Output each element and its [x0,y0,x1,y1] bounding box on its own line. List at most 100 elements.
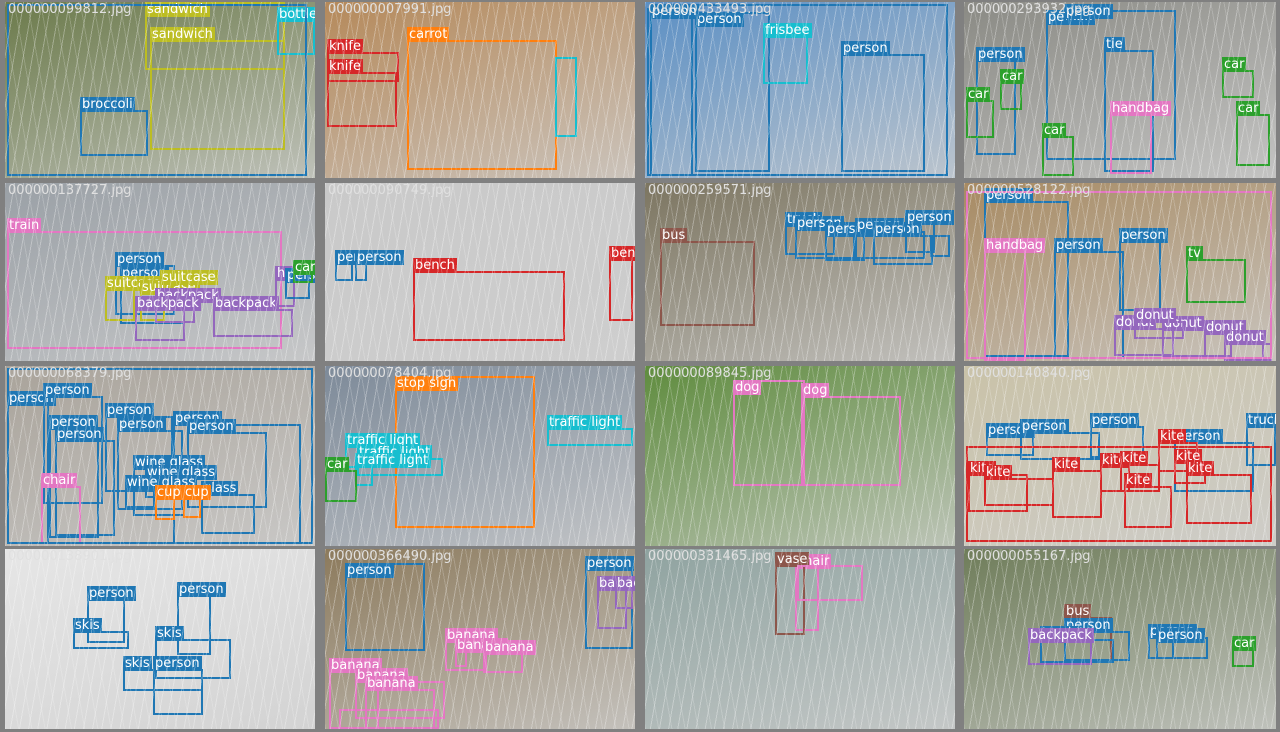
backpack-bounding-box: backpack [213,296,293,337]
detection-label: backpack [213,296,279,311]
detection-label: person [117,417,166,432]
detection-label: person [1054,238,1103,253]
detection-label: person [355,250,404,265]
detection-label: kite [1124,473,1153,488]
detection-label: person [695,12,744,27]
detection-label: cup [155,485,183,500]
dog-bounding-box: dog [733,380,805,486]
image-filename: 000000293932.jpg [967,2,1091,17]
object-bounding-box [339,709,439,729]
image-tile: person handbag person person tv donut donut don… [964,183,1276,361]
person-bounding-box: person [153,656,203,715]
detection-label: broccoli [80,97,135,112]
detection-label: person [1119,228,1168,243]
detection-label: traffic light [547,415,623,430]
detection-label: car [293,260,315,275]
detection-label: bench [413,258,457,273]
handbag-bounding-box: handbag [984,238,1046,361]
image-tile: trainpersonpersonsuitcasesuitcasesuitcas… [5,183,315,361]
person-bounding-box: person [1119,228,1168,311]
kite-bounding-box: kite [1120,451,1160,492]
frisbee-bounding-box: frisbee [763,23,812,84]
donut-bounding-box: donut [1224,330,1272,361]
detection-label: person [873,222,922,237]
detection-label: backpack [1028,628,1094,643]
person-bounding-box: person [976,47,1025,155]
detection-label: kite [1120,451,1149,466]
detection-label: car [325,457,350,472]
image-tile: carrot knife knife 000000007991.jpg [325,2,635,178]
detection-label: car [1222,57,1247,72]
detection-label: person [976,47,1025,62]
bus-bounding-box: bus [660,228,755,326]
photo-background [645,366,955,546]
person-bounding-box: person [117,417,183,510]
photo-background [964,549,1276,729]
person-bounding-box: person [335,250,384,281]
detection-label: person [1064,4,1113,19]
donut-bounding-box: donut [1134,308,1184,339]
kite-bounding-box: kite [1186,461,1252,524]
chair-bounding-box: chair [41,473,81,544]
detection-label: car [1042,123,1067,138]
object-bounding-box [7,4,307,176]
person-bounding-box: person [873,222,933,265]
person-bounding-box: person [1090,413,1144,458]
object-bounding-box [555,57,577,137]
detection-label: person [905,210,954,225]
detection-label: banana [365,676,418,691]
detection-label: person [1156,628,1205,643]
detection-label: person [650,4,699,19]
person-bounding-box: person [177,582,226,655]
handbag-bounding-box: handbag [1110,101,1172,174]
detection-label: carrot [407,27,450,42]
image-filename: 000000068379.jpg [8,366,132,381]
detection-label: kite [1174,449,1203,464]
detection-label: backpack [135,296,201,311]
detection-label: knife [327,39,363,54]
image-filename: 000000078404.jpg [328,366,452,381]
detection-label: backpack [615,576,635,591]
car-bounding-box: car [1236,101,1270,166]
image-filename: 000000055167.jpg [967,549,1091,564]
image-tile: bustruckpersonpersonpersonpersonperson00… [645,183,955,361]
detection-label: frisbee [763,23,812,38]
image-filename: 000000331465.jpg [648,549,772,564]
person-bounding-box: person [55,427,115,536]
detection-label: donut [1134,308,1176,323]
banana-bounding-box: banana [483,640,536,673]
car-bounding-box: car [966,87,994,138]
backpack-bounding-box: backpack [615,576,635,609]
object-bounding-box [966,191,1272,359]
image-tile: personpersontiepersoncarcarcarcarcarhand… [964,2,1276,178]
object-bounding-box [966,446,1272,542]
tv-bounding-box: tv [1186,246,1246,303]
image-filename: 000000099812.jpg [8,2,132,17]
traffic-light-bounding-box: traffic light [547,415,633,446]
backpack-bounding-box: backpack [1028,628,1094,665]
detection-label: chair [41,473,78,488]
image-filename: 000000090749.jpg [328,183,452,198]
kite-bounding-box: kite [1124,473,1172,528]
kite-bounding-box: kite [1052,457,1102,518]
image-filename: 000000089845.jpg [648,366,772,381]
detection-label: car [1000,69,1025,84]
detection-label: sandwich [150,27,215,42]
person-bounding-box: person [650,4,948,176]
detection-label: kite [984,465,1013,480]
detection-label: person [87,586,136,601]
skis-bounding-box: skis [73,618,129,649]
detection-label: traffic light [345,433,421,448]
detection-label: person [49,415,98,430]
detection-label: kite [1158,429,1187,444]
photo-background [645,549,955,729]
detection-label: person [187,419,236,434]
detection-label: donut [1224,330,1266,345]
kite-bounding-box: kite [984,465,1054,506]
detection-label: person [105,403,154,418]
image-tile: sandwich sandwich bottle broccoli 0000000998… [5,2,315,178]
person-bounding-box: person [841,41,925,172]
detection-label: person [55,427,104,442]
